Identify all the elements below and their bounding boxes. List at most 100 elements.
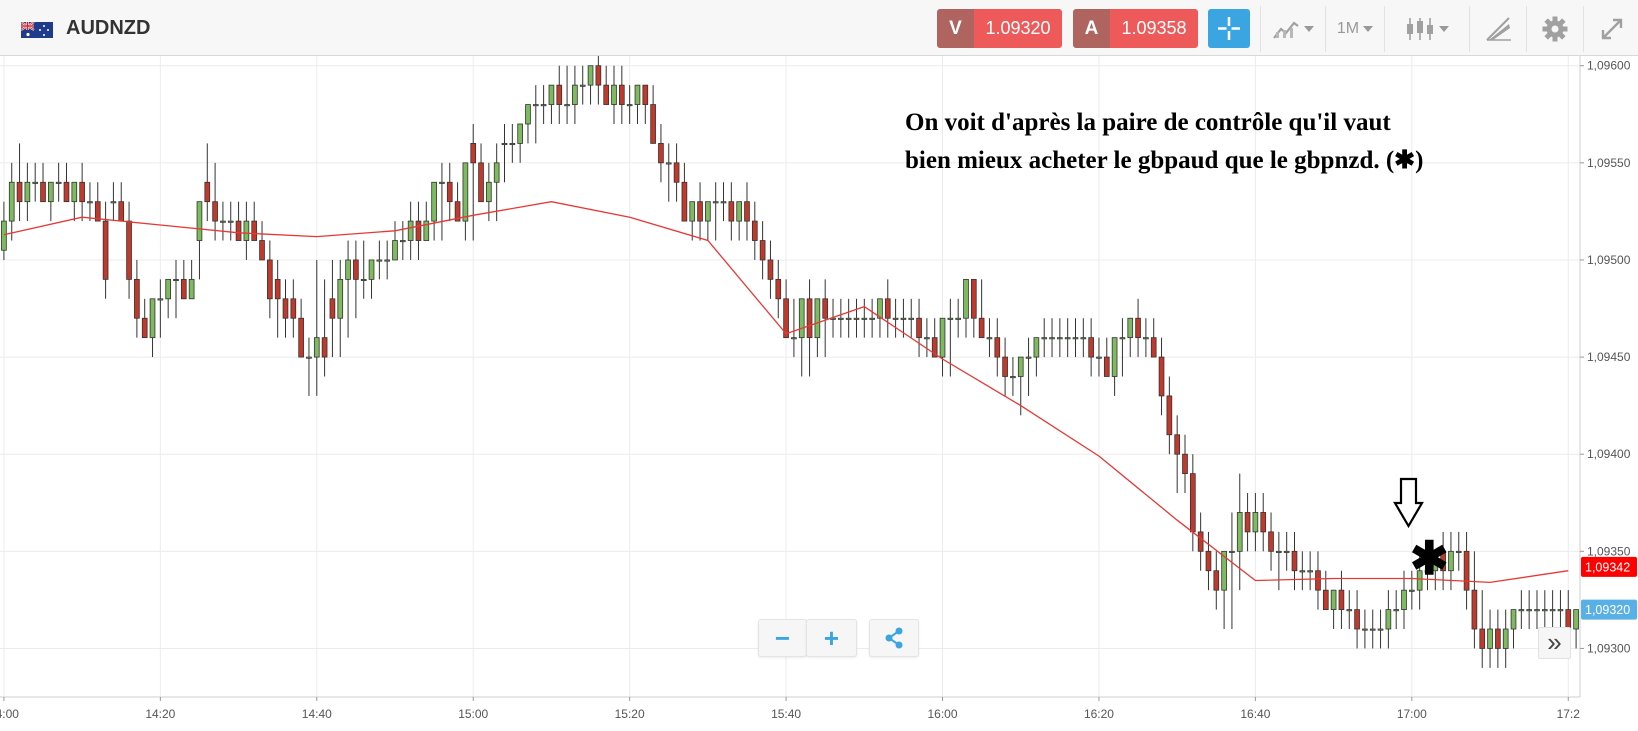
time-tick-label: 15:00 [458, 707, 488, 721]
chart-type-selector[interactable] [1384, 6, 1469, 52]
candle-body [48, 181, 54, 203]
candle-body [1025, 356, 1032, 359]
fullscreen-button[interactable] [1583, 6, 1638, 52]
candle-body [188, 278, 195, 300]
candle-body [916, 317, 922, 339]
candle-body [392, 240, 398, 261]
candle-body [79, 181, 85, 203]
time-tick-label: 16:40 [1240, 707, 1270, 721]
candle-body [1518, 609, 1525, 612]
candle-body [462, 162, 469, 222]
candle-body [360, 278, 367, 281]
candle-body [1401, 589, 1407, 610]
candle-body [1221, 550, 1227, 591]
timeframe-label: 1M [1336, 20, 1360, 37]
ask-price-label: 1,09342 [1585, 560, 1630, 574]
candle-body [1573, 609, 1579, 630]
candle-body [611, 84, 617, 105]
annotation-line-1: On voit d'après la paire de contrôle qu'… [905, 109, 1391, 136]
zoom-in-button[interactable]: + [806, 619, 857, 657]
candle-body [650, 104, 656, 144]
candle-body [16, 181, 23, 203]
candle-body [814, 298, 821, 339]
down-arrow-marker [1393, 477, 1424, 529]
settings-button[interactable] [1526, 6, 1583, 52]
candle-body [1205, 550, 1212, 572]
candle-body [1010, 376, 1016, 379]
candle-body [165, 278, 171, 300]
share-button[interactable] [869, 619, 919, 657]
candle-body [767, 259, 774, 280]
candle-body [509, 143, 516, 146]
candle-body [118, 201, 125, 222]
candle-body [345, 259, 351, 280]
zoom-out-button[interactable]: − [758, 619, 807, 657]
candle-body [955, 317, 961, 320]
expand-icon [1601, 18, 1622, 40]
bid-price-label: 1,09320 [1585, 603, 1630, 617]
time-tick-label: 15:40 [771, 707, 801, 721]
candle-body [689, 201, 696, 222]
candle-body [556, 84, 563, 105]
candle-body [619, 84, 625, 105]
candle-body [1, 220, 7, 251]
candle-body [1393, 609, 1400, 612]
candle-body [1541, 609, 1548, 612]
candle-body [423, 220, 430, 241]
price-tick-label: 1,09350 [1587, 544, 1631, 558]
double-chevron-right-icon: » [1547, 626, 1562, 657]
candle-body [1166, 395, 1173, 436]
sell-button[interactable]: V 1.09320 [937, 9, 1062, 48]
candle-body [751, 220, 758, 241]
candle-body [1033, 337, 1040, 358]
candle-body [157, 298, 164, 301]
candle-body [454, 201, 461, 222]
candle-body [63, 181, 70, 203]
chevron-down-icon [1304, 26, 1314, 32]
candle-body [564, 104, 570, 107]
moving-average-line [3, 201, 1569, 584]
candle-body [1017, 356, 1024, 377]
candle-body [313, 337, 320, 358]
candle-body [1135, 317, 1141, 339]
candle-body [1283, 550, 1290, 553]
candle-body [486, 181, 492, 203]
candle-body [853, 317, 860, 320]
candle-body [376, 259, 383, 262]
candle-body [924, 337, 930, 340]
candle-body [1244, 512, 1251, 533]
candle-body [540, 104, 547, 107]
instrument-symbol[interactable]: AUDNZD [66, 17, 151, 39]
candle-body [1338, 589, 1345, 610]
candle-body [407, 220, 414, 241]
scroll-to-latest-button[interactable]: » [1538, 627, 1571, 659]
candle-body [478, 162, 484, 203]
candle-body [24, 181, 31, 203]
indicators-button[interactable] [1260, 6, 1325, 52]
candle-body [1526, 609, 1532, 612]
candle-body [40, 181, 46, 203]
minus-icon: − [774, 622, 791, 653]
candle-body [900, 317, 907, 320]
draw-tools-button[interactable] [1469, 6, 1526, 52]
price-chart[interactable]: 1,09300 1,09350 1,09400 1,09450 1,09500 1,095… [0, 56, 1638, 731]
ask-price-tag [1581, 556, 1637, 577]
candle-body [227, 220, 234, 223]
buy-button[interactable]: A 1.09358 [1073, 9, 1198, 48]
candle-body [970, 278, 977, 319]
price-axis: 1,09300 1,09350 1,09400 1,09450 1,09500 1,095… [1579, 56, 1638, 731]
chart-annotation: On voit d'après la paire de contrôle qu'… [905, 104, 1423, 180]
candle-body [87, 201, 93, 204]
chart-toolbar: AUDNZD V 1.09320 A 1.09358 1M [0, 0, 1638, 56]
candle-body [493, 162, 500, 183]
price-tick-label: 1,09550 [1587, 156, 1631, 170]
candle-body [126, 220, 132, 280]
candle-body [1088, 337, 1094, 358]
candle-body [1479, 628, 1486, 649]
sell-tag: V [937, 9, 974, 48]
candle-body [1299, 570, 1306, 573]
candle-body [744, 201, 750, 222]
crosshair-button[interactable] [1208, 9, 1250, 48]
timeframe-selector[interactable]: 1M [1325, 6, 1384, 52]
candle-body [681, 181, 688, 222]
